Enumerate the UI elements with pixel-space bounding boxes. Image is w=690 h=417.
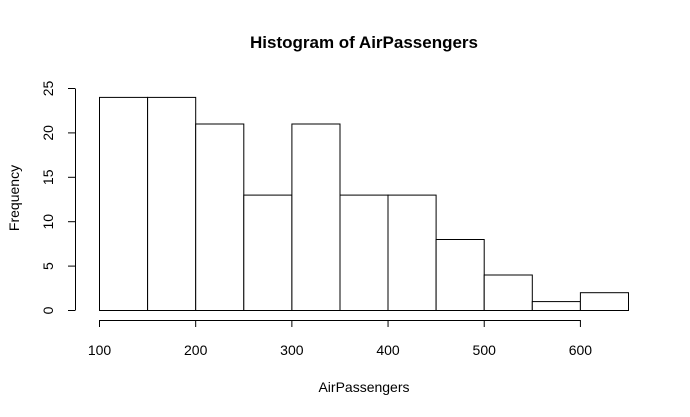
y-tick-label: 15 xyxy=(40,169,56,185)
x-tick-label: 400 xyxy=(376,342,400,358)
x-tick-label: 300 xyxy=(280,342,304,358)
histogram-bar xyxy=(99,96,149,312)
bars-group xyxy=(99,96,630,312)
histogram-bar xyxy=(339,194,389,312)
y-tick-label: 25 xyxy=(40,81,56,97)
y-tick-label: 10 xyxy=(40,214,56,230)
y-axis-label: Frequency xyxy=(6,165,22,231)
x-tick-label: 500 xyxy=(473,342,497,358)
x-axis-label: AirPassengers xyxy=(318,379,409,395)
y-axis: 0 5 10 15 20 25 xyxy=(40,81,76,314)
histogram-bar xyxy=(147,96,197,312)
histogram-bar xyxy=(531,301,581,312)
histogram-bar xyxy=(195,123,245,311)
histogram-bar xyxy=(291,123,341,311)
y-tick-label: 20 xyxy=(40,125,56,141)
histogram-bar xyxy=(579,292,630,312)
chart-title: Histogram of AirPassengers xyxy=(250,33,478,52)
histogram-bar xyxy=(243,194,293,312)
x-tick-label: 600 xyxy=(569,342,593,358)
x-tick-label: 200 xyxy=(184,342,208,358)
y-tick-label: 5 xyxy=(40,262,56,270)
x-axis: 100 200 300 400 500 600 xyxy=(88,320,592,358)
histogram-bar xyxy=(387,194,437,312)
y-tick-label: 0 xyxy=(40,306,56,314)
x-tick-label: 100 xyxy=(88,342,112,358)
histogram-bar xyxy=(435,239,485,311)
histogram-bar xyxy=(483,274,533,311)
